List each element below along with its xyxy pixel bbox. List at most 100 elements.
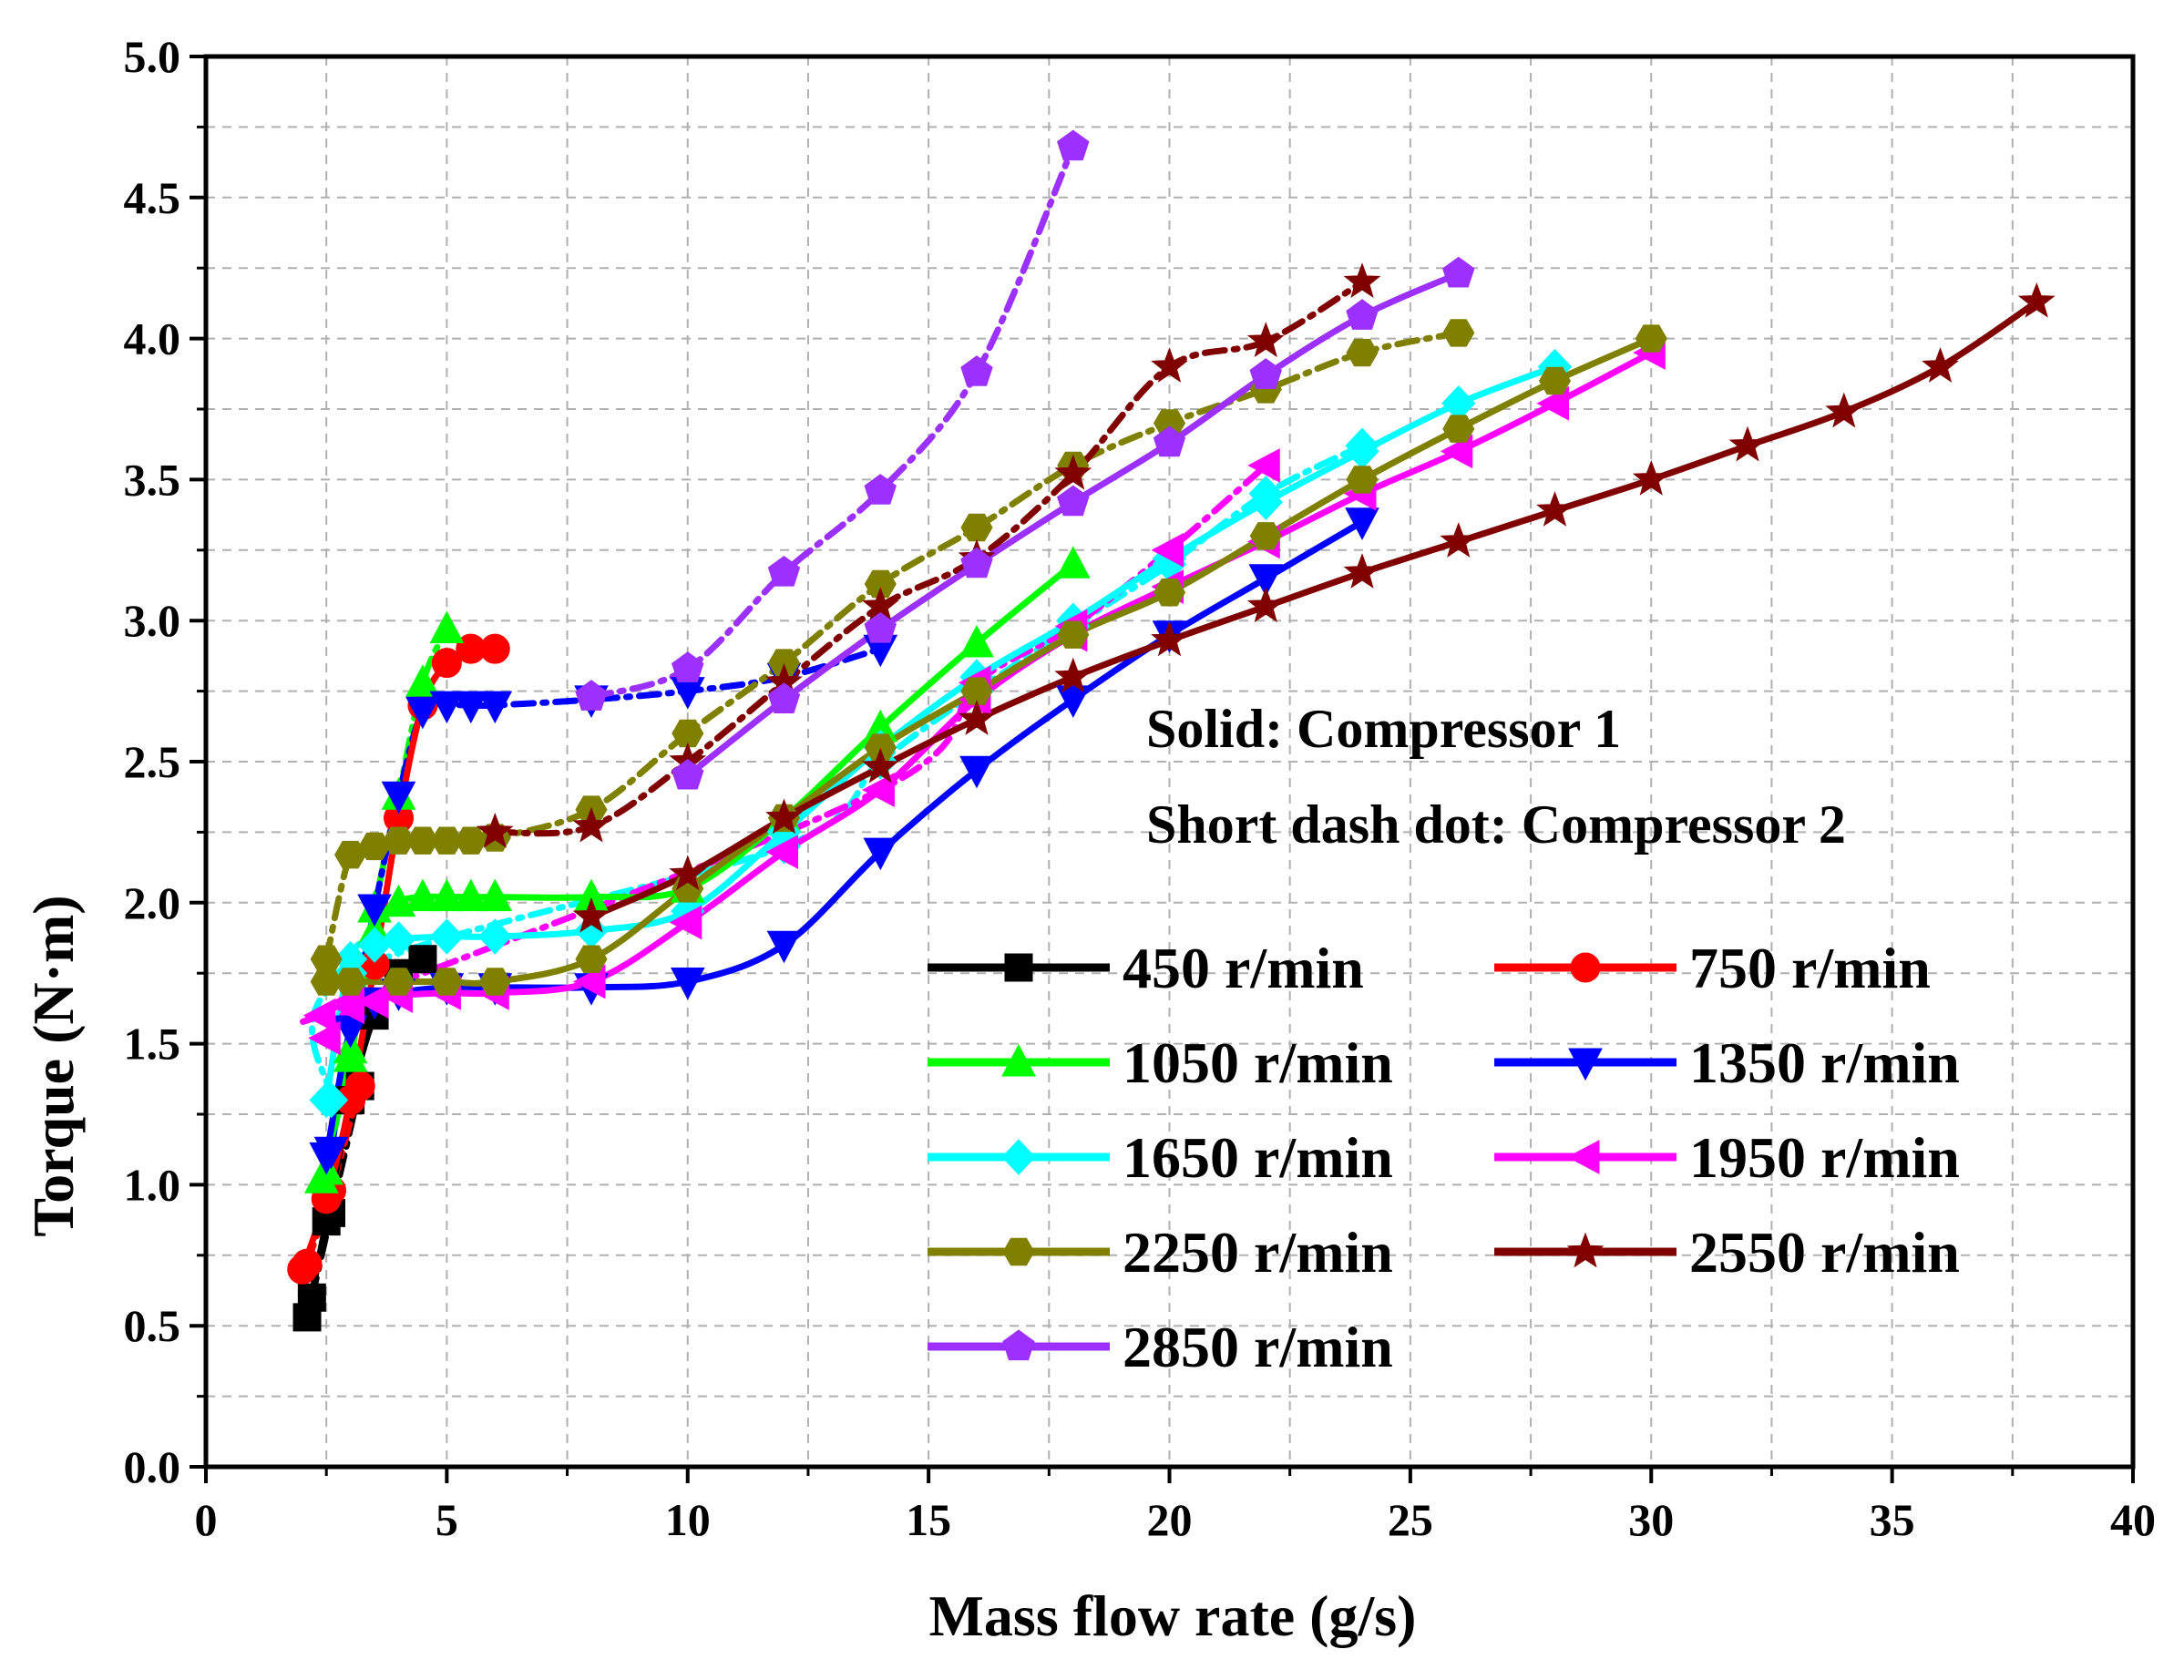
marker-1950-compressor-2 [1247, 448, 1280, 483]
marker-1350-compressor-1 [1345, 507, 1379, 540]
marker-2250-compressor-2 [960, 513, 993, 542]
marker-1050-compressor-1 [453, 878, 488, 912]
marker-1950-compressor-1 [765, 835, 798, 869]
y-tick-label: 1.5 [124, 1019, 181, 1070]
marker-2250-compressor-1 [1442, 415, 1475, 443]
marker-1050-compressor-1 [959, 624, 994, 658]
legend-label-750: 750 r/min [1689, 936, 1931, 1000]
marker-2550-compressor-1 [1054, 657, 1092, 693]
marker-2550-compressor-2 [1151, 347, 1188, 383]
marker-1050-compressor-1 [1055, 546, 1091, 579]
marker-2250-compressor-1 [1057, 620, 1090, 649]
marker-1050-compressor-2 [429, 610, 465, 643]
marker-1650-compressor-1 [1345, 433, 1379, 470]
line-2250-compressor-2 [323, 329, 1462, 963]
x-axis-title: Mass flow rate (g/s) [929, 1583, 1417, 1648]
legend-marker-1050 [1001, 1043, 1036, 1077]
marker-2250-compressor-2 [382, 826, 415, 855]
x-tick-label: 0 [195, 1494, 218, 1545]
marker-2550-compressor-1 [861, 747, 899, 784]
legend-marker-2550 [1566, 1232, 1605, 1268]
y-tick-label: 2.5 [124, 736, 181, 787]
marker-2250-compressor-1 [1635, 324, 1667, 353]
marker-2250-compressor-1 [1249, 522, 1282, 550]
marker-2550-compressor-2 [476, 812, 514, 848]
marker-1950-compressor-1 [572, 964, 606, 999]
marker-1350-compressor-1 [766, 930, 802, 964]
marker-2850-compressor-1 [1057, 485, 1090, 517]
line-2550-compressor-2 [491, 279, 1366, 837]
y-tick-label: 3.0 [124, 595, 181, 646]
marker-1050-compressor-1 [333, 1040, 368, 1072]
marker-2550-compressor-1 [1151, 620, 1188, 657]
x-tick-label: 20 [1147, 1494, 1193, 1545]
legend-marker-2250 [1002, 1237, 1035, 1266]
x-tick-label: 25 [1388, 1494, 1433, 1545]
marker-2850-compressor-1 [672, 758, 704, 790]
legend-label-1950: 1950 r/min [1689, 1125, 1960, 1190]
marker-1350-compressor-1 [863, 837, 898, 871]
marker-2550-compressor-2 [1054, 454, 1092, 490]
marker-450-compressor-1 [292, 1303, 322, 1332]
marker-1650-compressor-1 [429, 918, 465, 955]
marker-2850-compressor-2 [864, 474, 897, 505]
marker-1950-compressor-1 [1440, 434, 1473, 469]
y-tick-label: 0.0 [124, 1441, 181, 1492]
marker-2850-compressor-1 [1346, 299, 1379, 330]
marker-2250-compressor-2 [864, 569, 897, 599]
y-tick-label: 4.5 [124, 172, 181, 223]
marker-1350-compressor-2 [477, 691, 513, 724]
legend-label-2250: 2250 r/min [1123, 1220, 1393, 1285]
marker-1950-compressor-2 [1151, 532, 1184, 568]
legend-marker-1650 [1001, 1139, 1036, 1175]
marker-2550-compressor-1 [1536, 491, 1574, 527]
legend: 450 r/min 750 r/min 1050 r/min 1350 r/min 16… [928, 936, 1960, 1379]
markers [287, 129, 2056, 1332]
marker-1050-compressor-1 [477, 878, 513, 912]
marker-1350-compressor-2 [429, 691, 465, 724]
marker-2250-compressor-1 [575, 945, 608, 973]
marker-1950-compressor-1 [308, 1020, 341, 1056]
marker-1050-compressor-1 [381, 884, 416, 917]
marker-1050-compressor-1 [429, 878, 465, 912]
marker-2250-compressor-2 [1442, 319, 1475, 347]
marker-2850-compressor-2 [575, 680, 608, 711]
marker-2550-compressor-1 [2017, 282, 2056, 318]
marker-2250-compressor-1 [310, 968, 343, 996]
y-tick-label: 4.0 [124, 313, 181, 364]
marker-1950-compressor-1 [1536, 385, 1569, 421]
marker-1650-compressor-1 [1248, 484, 1283, 520]
marker-1950-compressor-1 [332, 989, 365, 1025]
legend-marker-450 [1004, 953, 1033, 982]
legend-marker-1350 [1568, 1048, 1603, 1081]
x-tick-label: 5 [436, 1494, 458, 1545]
marker-1350-compressor-1 [670, 968, 705, 1000]
marker-1050-compressor-1 [405, 878, 440, 912]
marker-2250-compressor-1 [1153, 579, 1186, 607]
marker-2850-compressor-2 [960, 355, 993, 386]
marker-450-compressor-1 [408, 945, 437, 974]
marker-2250-compressor-2 [334, 840, 367, 869]
marker-1350-compressor-2 [405, 696, 440, 730]
marker-2250-compressor-1 [1346, 466, 1379, 494]
x-tick-label: 30 [1628, 1494, 1674, 1545]
legend-label-450: 450 r/min [1123, 936, 1364, 1000]
y-tick-label: 2.0 [124, 877, 181, 928]
marker-2250-compressor-2 [672, 719, 704, 748]
marker-2850-compressor-1 [1249, 358, 1282, 389]
marker-2250-compressor-1 [382, 968, 415, 996]
marker-2250-compressor-1 [960, 677, 993, 705]
marker-2850-compressor-1 [960, 547, 993, 579]
marker-2850-compressor-1 [1153, 425, 1186, 457]
marker-1350-compressor-2 [357, 894, 392, 927]
marker-2850-compressor-1 [1442, 256, 1475, 288]
legend-label-1050: 1050 r/min [1123, 1030, 1393, 1095]
x-tick-label: 15 [906, 1494, 951, 1545]
marker-2250-compressor-1 [1538, 366, 1572, 395]
y-tick-label: 3.5 [124, 454, 181, 505]
marker-1350-compressor-1 [959, 755, 994, 789]
x-tick-label: 10 [665, 1494, 711, 1545]
marker-1650-compressor-1 [309, 1081, 343, 1119]
legend-label-1650: 1650 r/min [1123, 1125, 1393, 1190]
